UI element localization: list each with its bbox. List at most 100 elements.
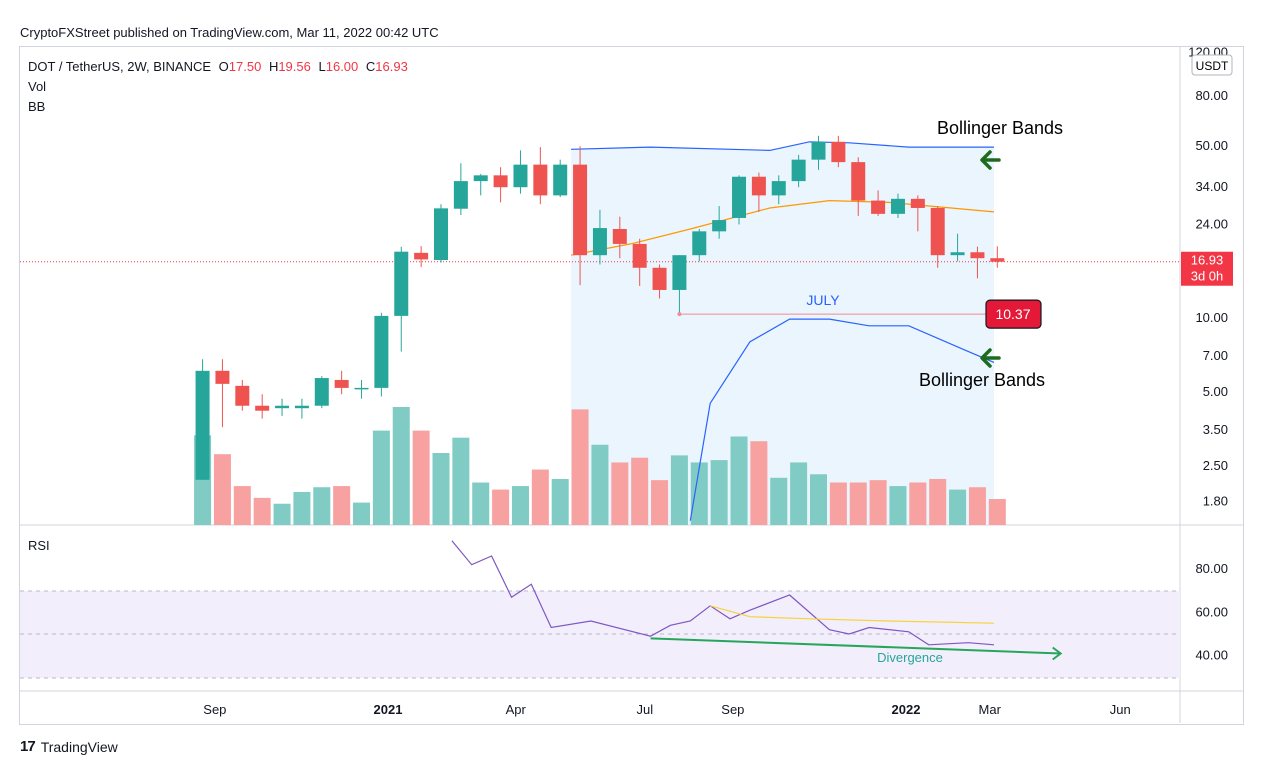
candle-body: [791, 159, 806, 182]
volume-bar: [432, 453, 450, 525]
low-value: 16.00: [325, 59, 359, 74]
volume-bar: [353, 502, 371, 525]
candle-body: [672, 255, 687, 290]
currency-tag[interactable]: [1191, 54, 1233, 76]
time-tick-label: 2021: [374, 702, 403, 717]
rsi-tick-label: 80.00: [1195, 561, 1228, 576]
candle-body: [831, 141, 846, 163]
candle-body: [493, 175, 508, 188]
candle-body: [990, 258, 1005, 262]
candle-body: [433, 208, 448, 261]
volume-bar: [889, 486, 907, 525]
time-tick-label: Jul: [637, 702, 654, 717]
candle-body: [652, 267, 667, 290]
green-left-arrow-icon: [980, 150, 1001, 170]
volume-bar: [392, 407, 410, 525]
candle-body: [811, 141, 826, 160]
rsi-indicator-label[interactable]: RSI: [28, 538, 50, 553]
volume-bar: [809, 474, 827, 525]
candle-body: [195, 370, 210, 480]
chart-legend: DOT / TetherUS, 2W, BINANCE O17.50 H19.5…: [28, 57, 408, 117]
divergence-line: [650, 637, 1061, 655]
bollinger-upper-annotation: Bollinger Bands: [937, 118, 1063, 138]
volume-bar: [988, 499, 1006, 525]
volume-bar: [213, 454, 231, 525]
volume-bar: [730, 436, 748, 525]
volume-bar: [571, 409, 589, 525]
time-tick-label: Mar: [979, 702, 1002, 717]
volume-bar: [591, 444, 609, 525]
candle-body: [771, 181, 786, 196]
candle-body: [394, 251, 409, 316]
close-value: 16.93: [375, 59, 408, 74]
volume-bar: [531, 469, 549, 525]
candle-body: [910, 198, 925, 208]
time-tick-label: Sep: [203, 702, 226, 717]
chart-frame[interactable]: [19, 46, 1244, 725]
candle-body: [414, 252, 429, 260]
candle-body: [751, 176, 766, 196]
candle-body: [314, 378, 329, 406]
candle-body: [513, 164, 528, 188]
footer-brand[interactable]: 17 TradingView: [20, 738, 118, 755]
candle-body: [612, 228, 627, 244]
candle-body: [354, 387, 369, 390]
volume-bar: [273, 503, 291, 525]
tradingview-logo-icon: 17: [20, 738, 36, 755]
candle-body: [692, 231, 707, 256]
candle-body: [871, 200, 886, 214]
price-tick-label: 2.50: [1203, 458, 1228, 473]
tradingview-brand: TradingView: [40, 738, 118, 755]
rsi-tick-label: 40.00: [1195, 648, 1228, 663]
candle-body: [950, 252, 965, 256]
volume-bars: [194, 407, 1006, 525]
volume-bar: [670, 455, 688, 525]
volume-bar: [710, 460, 728, 525]
rsi-tick-label: 60.00: [1195, 604, 1228, 619]
candle-body: [374, 315, 389, 388]
price-tick-label: 7.00: [1203, 348, 1228, 363]
volume-bar: [233, 486, 251, 525]
volume-bar: [909, 482, 927, 525]
candle-body: [215, 370, 230, 384]
candle-body: [592, 228, 607, 256]
price-tick-label: 10.00: [1195, 310, 1228, 325]
candle-body: [275, 405, 290, 409]
symbol-title[interactable]: DOT / TetherUS, 2W, BINANCE: [28, 59, 212, 74]
volume-bar: [551, 478, 569, 525]
july-low-marker: [677, 312, 682, 317]
divergence-label: Divergence: [877, 650, 943, 665]
bollinger-lower-annotation: Bollinger Bands: [919, 370, 1045, 390]
bollinger-upper-line: [571, 141, 994, 152]
high-label: H: [268, 59, 279, 74]
volume-bar: [333, 486, 351, 525]
volume-bar: [750, 441, 768, 525]
volume-indicator-label[interactable]: Vol: [28, 79, 47, 94]
green-right-arrow-icon: [1052, 646, 1063, 661]
currency-label[interactable]: USDT: [1196, 59, 1229, 73]
green-left-arrow-icon: [980, 348, 1001, 368]
volume-bar: [452, 437, 470, 525]
candle-body: [851, 162, 866, 201]
july-low-value: 10.37: [995, 306, 1030, 322]
candle-body: [235, 385, 250, 406]
price-tick-label: 34.00: [1195, 179, 1228, 194]
symbol-line[interactable]: DOT / TetherUS, 2W, BINANCE O17.50 H19.5…: [28, 57, 408, 77]
volume-bar: [492, 489, 510, 525]
candle-body: [553, 164, 568, 196]
volume-bar: [631, 457, 649, 525]
volume-bar: [829, 482, 847, 525]
volume-bar: [313, 487, 331, 525]
price-tick-label: 24.00: [1195, 216, 1228, 231]
price-tick-label: 50.00: [1195, 138, 1228, 153]
candle-body: [732, 176, 747, 218]
volume-bar: [412, 430, 430, 525]
bollinger-fill: [571, 141, 994, 526]
volume-bar: [511, 486, 529, 525]
bb-indicator-label[interactable]: BB: [28, 99, 46, 114]
volume-bar: [472, 482, 490, 525]
close-label: C: [365, 59, 376, 74]
volume-bar: [869, 480, 887, 525]
time-tick-label: 2022: [892, 702, 921, 717]
